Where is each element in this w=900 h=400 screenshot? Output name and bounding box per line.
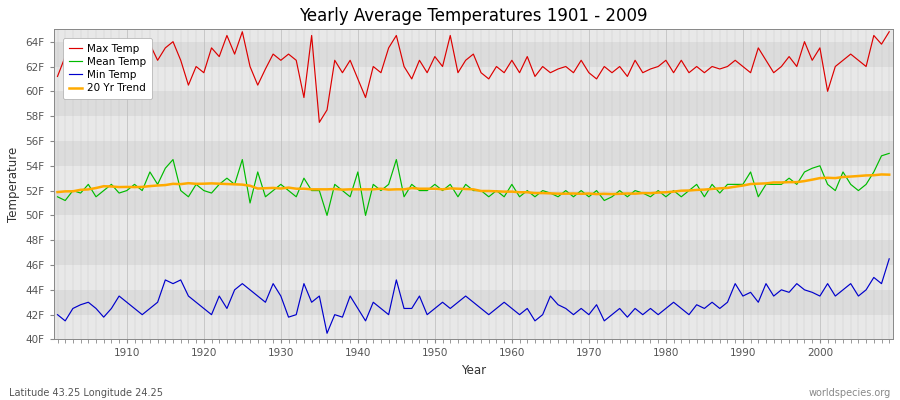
Max Temp (314, 120, 325, 125)
Bar (54, 66, 893, 91)
Max Temp (884, 29, 895, 34)
Bar (54, 290, 893, 315)
Mean Temp (113, 191, 124, 196)
20 Yr Trend (329, 187, 340, 192)
X-axis label: Year: Year (461, 364, 486, 377)
Max Temp (113, 64, 124, 69)
Legend: Max Temp, Mean Temp, Min Temp, 20 Yr Trend: Max Temp, Mean Temp, Min Temp, 20 Yr Tre… (63, 38, 152, 100)
Min Temp (52, 312, 63, 317)
Max Temp (291, 58, 302, 63)
Text: Latitude 43.25 Longitude 24.25: Latitude 43.25 Longitude 24.25 (9, 388, 163, 398)
Min Temp (321, 331, 332, 336)
20 Yr Trend (499, 189, 509, 194)
Min Temp (514, 312, 525, 317)
Mean Temp (52, 194, 63, 199)
Mean Temp (514, 194, 525, 199)
Max Temp (514, 70, 525, 75)
20 Yr Trend (52, 190, 63, 194)
Mean Temp (607, 194, 617, 199)
Bar (54, 190, 893, 215)
Min Temp (507, 306, 517, 311)
Mean Temp (507, 182, 517, 187)
Y-axis label: Temperature: Temperature (7, 147, 20, 222)
20 Yr Trend (607, 192, 617, 196)
Max Temp (237, 29, 248, 34)
20 Yr Trend (113, 185, 124, 190)
20 Yr Trend (284, 185, 294, 190)
Max Temp (52, 74, 63, 79)
20 Yr Trend (876, 172, 886, 177)
Text: worldspecies.org: worldspecies.org (809, 388, 891, 398)
Bar (54, 166, 893, 190)
Min Temp (113, 294, 124, 298)
Title: Yearly Average Temperatures 1901 - 2009: Yearly Average Temperatures 1901 - 2009 (299, 7, 648, 25)
Bar (54, 265, 893, 290)
Max Temp (345, 58, 356, 63)
Line: Max Temp: Max Temp (58, 32, 889, 122)
Line: Mean Temp: Mean Temp (58, 153, 889, 215)
Bar (54, 315, 893, 340)
Bar (54, 42, 893, 66)
Mean Temp (321, 213, 332, 218)
Min Temp (607, 312, 617, 317)
Min Temp (284, 315, 294, 320)
Bar (54, 141, 893, 166)
Mean Temp (884, 151, 895, 156)
Bar (54, 240, 893, 265)
Mean Temp (284, 188, 294, 193)
Line: Min Temp: Min Temp (58, 259, 889, 333)
Max Temp (522, 54, 533, 59)
Min Temp (337, 315, 347, 320)
20 Yr Trend (884, 172, 895, 177)
Bar (54, 91, 893, 116)
Bar (54, 215, 893, 240)
Bar (54, 116, 893, 141)
20 Yr Trend (591, 192, 602, 196)
Min Temp (884, 256, 895, 261)
20 Yr Trend (507, 189, 517, 194)
Mean Temp (337, 188, 347, 193)
Max Temp (615, 64, 626, 69)
Line: 20 Yr Trend: 20 Yr Trend (58, 174, 889, 194)
